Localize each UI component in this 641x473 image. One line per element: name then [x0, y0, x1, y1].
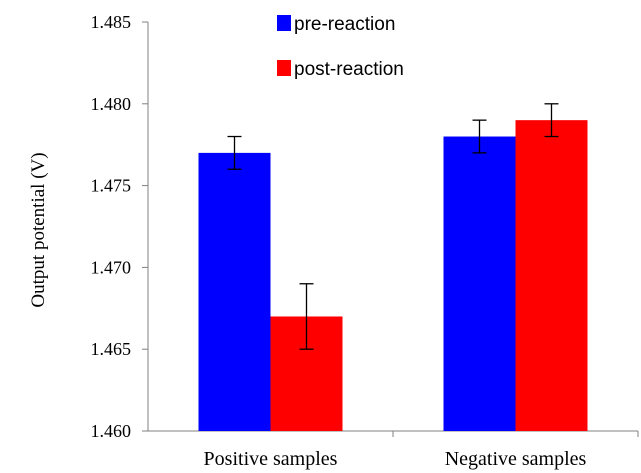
legend-swatch-post-reaction: [277, 60, 291, 76]
x-category-label: Positive samples: [204, 448, 338, 470]
legend-swatch-pre-reaction: [277, 15, 291, 31]
y-tick-label: 1.460: [91, 421, 132, 441]
y-tick-label: 1.485: [91, 12, 132, 32]
y-tick-label: 1.465: [91, 339, 132, 359]
y-tick-label: 1.475: [91, 176, 132, 196]
plot-area: 1.460 1.465 1.470 1.475 1.480 1.485 Positive s…: [91, 12, 639, 470]
x-category-label: Negative samples: [445, 448, 587, 470]
legend-label-post-reaction: post-reaction: [294, 59, 404, 80]
legend-label-pre-reaction: pre-reaction: [294, 14, 395, 35]
bar-pre-reaction-2: [443, 136, 516, 431]
bar-post-reaction-2: [515, 120, 588, 431]
y-axis-title: Output potential (V): [28, 152, 49, 307]
bar-pre-reaction-1: [198, 152, 271, 431]
y-tick-label: 1.470: [91, 257, 132, 277]
y-tick-label: 1.480: [91, 94, 132, 114]
